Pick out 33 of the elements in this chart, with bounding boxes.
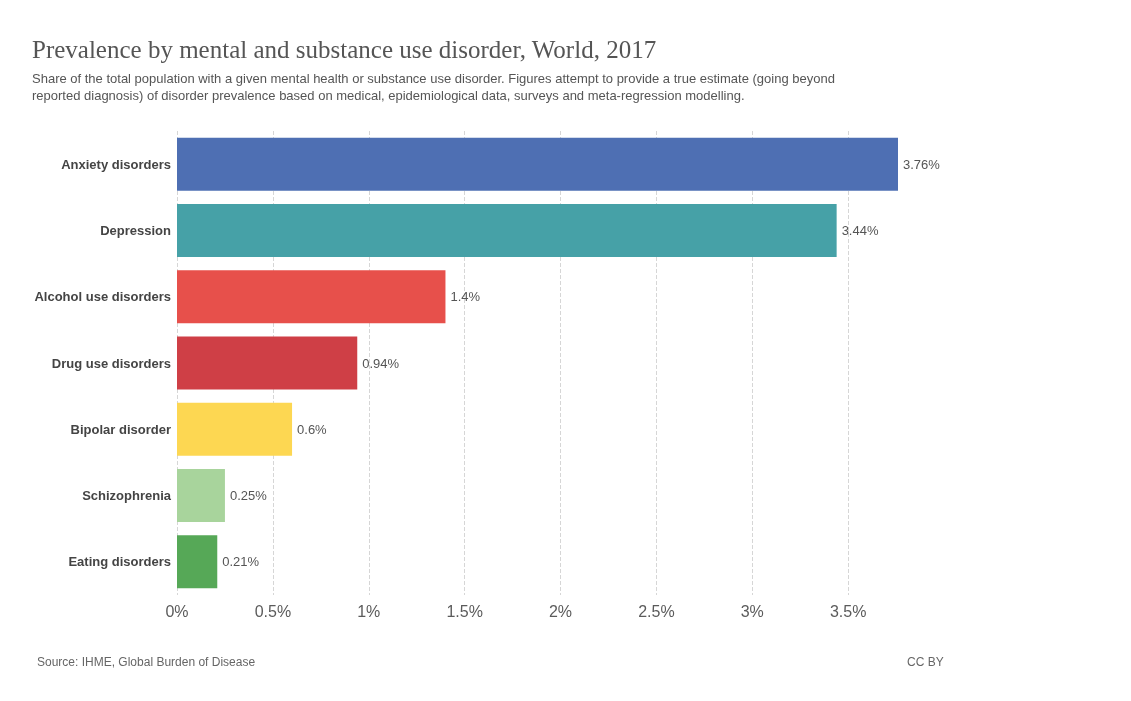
data-label: 1.4% (450, 289, 481, 305)
bar (177, 336, 358, 390)
y-tick-label: Anxiety disorders (61, 156, 171, 172)
bar (177, 469, 225, 523)
x-tick-label: 0% (165, 602, 189, 620)
y-tick-label: Schizophrenia (82, 488, 172, 504)
bar (177, 402, 293, 456)
bar (177, 270, 446, 324)
y-tick-label: Alcohol use disorders (34, 289, 171, 305)
x-tick-label: 2.5% (638, 602, 675, 620)
y-tick-label: Depression (100, 222, 172, 238)
data-label: 0.25% (229, 488, 268, 504)
text: CC BY (907, 655, 944, 669)
x-tick-label: 1.5% (446, 602, 483, 620)
data-label: 0.21% (222, 554, 260, 570)
chart-title: Prevalence by mental and substance use disorder, World, 2017 (32, 36, 657, 63)
data-label: 0.6% (297, 421, 328, 437)
chart-subtitle: Share of the total population with a given mental health or substance use disorder. Figures attempt to provide a true estimate (going beyond reported diagnosis) of disorder prevalence based on medical, epidemiological data, surveys and meta-regression modelling. (32, 71, 839, 103)
x-tick-label: 2% (548, 602, 573, 620)
data-label: 3.44% (841, 222, 879, 238)
data-label: 3.76% (903, 156, 941, 172)
y-tick-label: Eating disorders (68, 554, 171, 570)
source-note: Source: IHME, Global Burden of Disease (37, 655, 256, 669)
x-tick-label: 1% (357, 602, 381, 620)
bar (177, 535, 218, 589)
bar (177, 203, 837, 257)
bar (177, 137, 898, 191)
y-tick-label: Drug use disorders (51, 355, 171, 371)
x-tick-label: 3.5% (829, 602, 867, 620)
x-tick-label: 0.5% (254, 602, 292, 620)
y-tick-label: Bipolar disorder (70, 421, 171, 437)
data-label: 0.94% (362, 355, 400, 371)
x-tick-label: 3% (740, 602, 764, 620)
